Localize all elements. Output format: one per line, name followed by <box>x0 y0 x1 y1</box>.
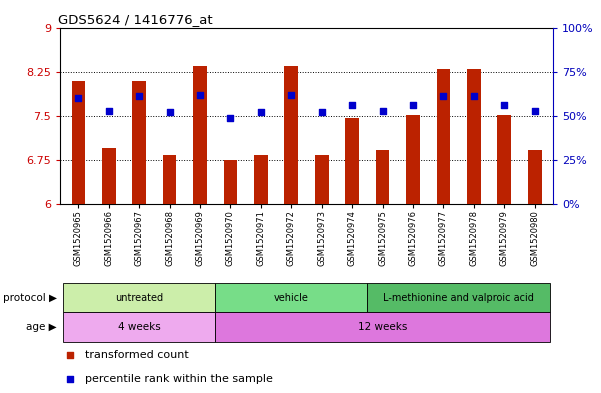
Bar <box>376 150 389 204</box>
Bar <box>163 155 177 204</box>
Text: percentile rank within the sample: percentile rank within the sample <box>85 374 273 384</box>
Bar <box>193 66 207 204</box>
Bar <box>72 81 85 204</box>
Text: transformed count: transformed count <box>85 350 189 360</box>
Bar <box>528 150 542 204</box>
Point <box>408 102 418 108</box>
Point <box>347 102 357 108</box>
Bar <box>254 155 267 204</box>
Bar <box>102 148 115 204</box>
Point <box>256 109 266 116</box>
Point <box>317 109 326 116</box>
Point <box>287 92 296 98</box>
Text: age ▶: age ▶ <box>26 322 57 332</box>
Bar <box>436 69 450 204</box>
Bar <box>346 118 359 204</box>
Bar <box>315 155 329 204</box>
Text: 4 weeks: 4 weeks <box>118 322 160 332</box>
Text: vehicle: vehicle <box>274 293 309 303</box>
Bar <box>406 115 420 204</box>
Bar <box>215 283 367 312</box>
Point <box>499 102 509 108</box>
Point <box>225 115 235 121</box>
Point <box>469 93 478 99</box>
Text: protocol ▶: protocol ▶ <box>3 293 57 303</box>
Point <box>195 92 205 98</box>
Point <box>378 107 388 114</box>
Text: L-methionine and valproic acid: L-methionine and valproic acid <box>383 293 534 303</box>
Point <box>65 376 75 382</box>
Bar <box>498 115 511 204</box>
Bar <box>224 160 237 204</box>
Point <box>439 93 448 99</box>
Bar <box>367 283 550 312</box>
Bar <box>215 312 550 342</box>
Text: untreated: untreated <box>115 293 163 303</box>
Point <box>65 352 75 358</box>
Text: GDS5624 / 1416776_at: GDS5624 / 1416776_at <box>58 13 212 26</box>
Point <box>165 109 174 116</box>
Bar <box>132 81 146 204</box>
Bar <box>63 283 215 312</box>
Bar <box>467 69 481 204</box>
Bar <box>284 66 298 204</box>
Bar <box>63 312 215 342</box>
Point <box>530 107 540 114</box>
Text: 12 weeks: 12 weeks <box>358 322 407 332</box>
Point <box>135 93 144 99</box>
Point <box>104 107 114 114</box>
Point <box>73 95 83 101</box>
